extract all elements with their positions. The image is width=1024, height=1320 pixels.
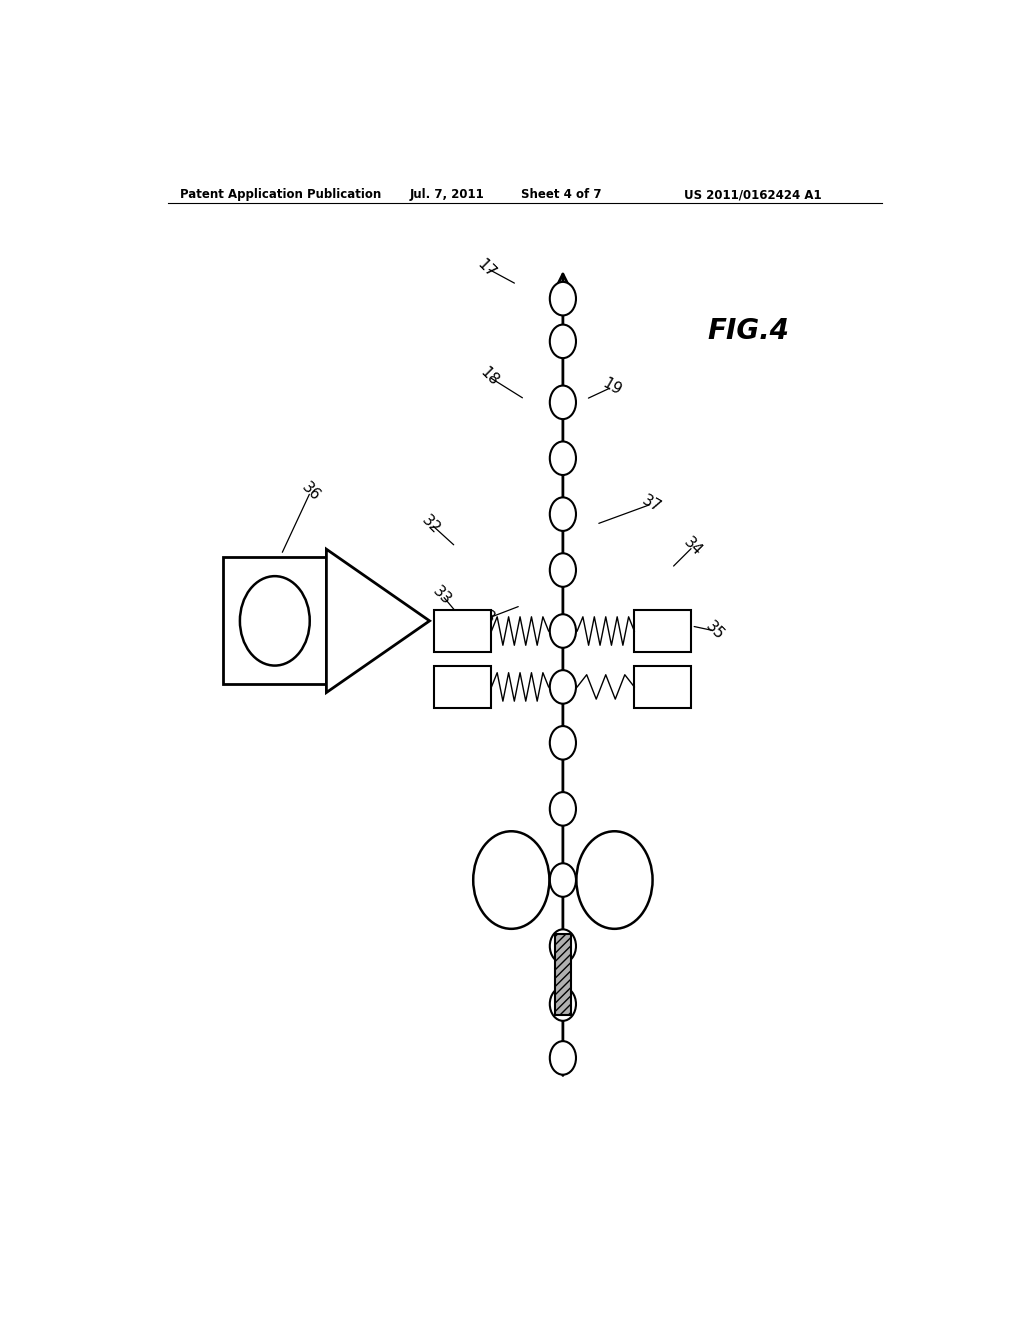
Text: 18: 18 (477, 364, 501, 389)
Text: US 2011/0162424 A1: US 2011/0162424 A1 (684, 189, 821, 202)
Circle shape (550, 726, 575, 759)
Text: 19: 19 (600, 376, 625, 399)
Circle shape (550, 282, 575, 315)
Polygon shape (327, 549, 430, 693)
Text: 35: 35 (703, 619, 727, 643)
Text: 17: 17 (474, 256, 499, 280)
Circle shape (550, 929, 575, 962)
Text: 33: 33 (430, 583, 455, 607)
Text: 34: 34 (681, 535, 706, 558)
Bar (634, 665, 691, 709)
Text: Jul. 7, 2011: Jul. 7, 2011 (410, 189, 484, 202)
Circle shape (550, 1041, 575, 1074)
Bar (434, 610, 492, 652)
Text: 3: 3 (481, 609, 497, 627)
Text: 32: 32 (419, 512, 443, 536)
Circle shape (550, 498, 575, 531)
Bar (434, 665, 492, 709)
Text: FIG.4: FIG.4 (708, 317, 790, 346)
Text: Patent Application Publication: Patent Application Publication (179, 189, 381, 202)
Circle shape (550, 385, 575, 420)
Circle shape (550, 671, 575, 704)
Circle shape (550, 863, 575, 896)
Bar (634, 610, 691, 652)
Text: 36: 36 (298, 479, 323, 504)
Circle shape (550, 792, 575, 826)
Circle shape (550, 325, 575, 358)
Bar (555, 935, 570, 1015)
Circle shape (240, 576, 309, 665)
Circle shape (473, 832, 550, 929)
Circle shape (550, 441, 575, 475)
Circle shape (550, 987, 575, 1020)
Text: 37: 37 (640, 492, 664, 515)
Circle shape (550, 553, 575, 587)
Bar (223, 557, 327, 684)
Text: Sheet 4 of 7: Sheet 4 of 7 (521, 189, 601, 202)
Circle shape (550, 614, 575, 648)
Circle shape (577, 832, 652, 929)
